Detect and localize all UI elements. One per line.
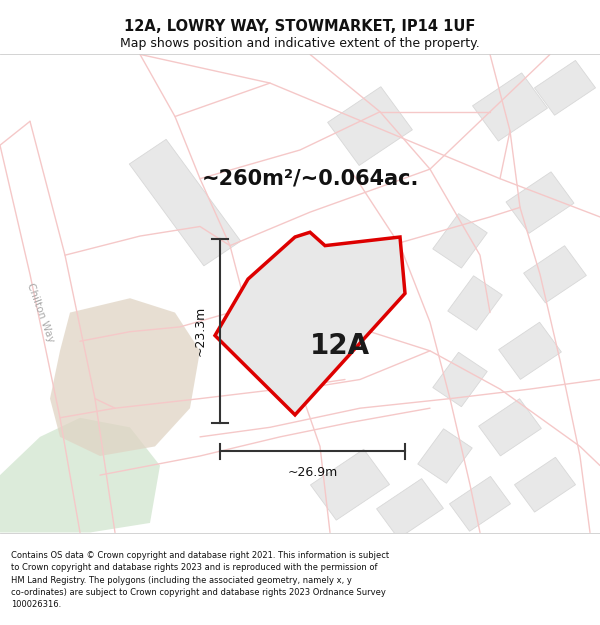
Polygon shape	[129, 139, 241, 266]
Text: 12A: 12A	[310, 332, 370, 360]
Polygon shape	[524, 246, 586, 303]
Polygon shape	[418, 429, 472, 483]
Polygon shape	[499, 322, 562, 379]
Text: 12A, LOWRY WAY, STOWMARKET, IP14 1UF: 12A, LOWRY WAY, STOWMARKET, IP14 1UF	[124, 19, 476, 34]
Text: Chilton Way: Chilton Way	[25, 281, 55, 344]
Text: ~23.3m: ~23.3m	[193, 306, 206, 356]
Polygon shape	[473, 73, 547, 141]
Polygon shape	[310, 449, 389, 520]
Polygon shape	[50, 298, 200, 456]
Polygon shape	[433, 214, 487, 268]
Polygon shape	[514, 458, 575, 512]
Polygon shape	[448, 276, 502, 330]
Text: ~260m²/~0.064ac.: ~260m²/~0.064ac.	[202, 169, 419, 189]
Text: Map shows position and indicative extent of the property.: Map shows position and indicative extent…	[120, 38, 480, 50]
Polygon shape	[377, 479, 443, 539]
Polygon shape	[433, 352, 487, 407]
Text: Contains OS data © Crown copyright and database right 2021. This information is : Contains OS data © Crown copyright and d…	[11, 551, 389, 609]
Polygon shape	[0, 418, 160, 532]
Polygon shape	[215, 232, 405, 415]
Text: ~26.9m: ~26.9m	[287, 466, 338, 479]
Polygon shape	[479, 399, 541, 456]
Polygon shape	[506, 172, 574, 233]
Polygon shape	[449, 476, 511, 531]
Polygon shape	[328, 87, 412, 166]
Polygon shape	[535, 61, 596, 115]
